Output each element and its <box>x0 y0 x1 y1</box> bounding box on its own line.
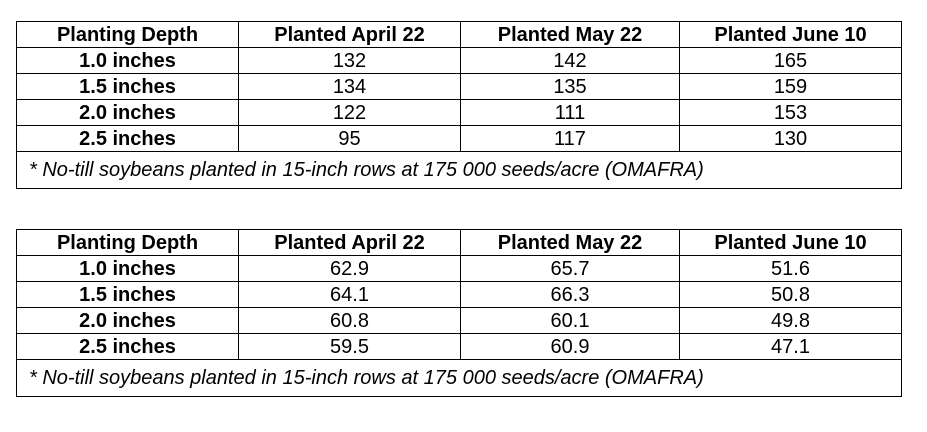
row-label-depth: 1.5 inches <box>16 73 239 100</box>
column-header-planting-depth: Planting Depth <box>16 229 239 256</box>
row-label-depth: 2.0 inches <box>16 307 239 334</box>
cell-may: 60.1 <box>460 307 680 334</box>
cell-april: 64.1 <box>238 281 461 308</box>
column-header-may-22: Planted May 22 <box>460 21 680 48</box>
cell-may: 135 <box>460 73 680 100</box>
table-footnote: * No-till soybeans planted in 15-inch ro… <box>16 151 902 189</box>
cell-june: 159 <box>679 73 902 100</box>
cell-june: 165 <box>679 47 902 74</box>
column-header-april-22: Planted April 22 <box>238 21 461 48</box>
table-row: 2.0 inches 60.8 60.1 49.8 <box>16 307 902 334</box>
table-row: 2.5 inches 95 117 130 <box>16 125 902 152</box>
table-row: 1.0 inches 62.9 65.7 51.6 <box>16 255 902 282</box>
column-header-may-22: Planted May 22 <box>460 229 680 256</box>
row-label-depth: 2.0 inches <box>16 99 239 126</box>
cell-june: 49.8 <box>679 307 902 334</box>
cell-april: 134 <box>238 73 461 100</box>
cell-june: 51.6 <box>679 255 902 282</box>
table-note-row: * No-till soybeans planted in 15-inch ro… <box>16 359 902 397</box>
cell-april: 60.8 <box>238 307 461 334</box>
table-row: 2.0 inches 122 111 153 <box>16 99 902 126</box>
table-row: 1.0 inches 132 142 165 <box>16 47 902 74</box>
cell-may: 66.3 <box>460 281 680 308</box>
cell-april: 132 <box>238 47 461 74</box>
row-label-depth: 2.5 inches <box>16 333 239 360</box>
yield-table: Planting Depth Planted April 22 Planted … <box>16 229 902 397</box>
column-header-april-22: Planted April 22 <box>238 229 461 256</box>
table-note-row: * No-till soybeans planted in 15-inch ro… <box>16 151 902 189</box>
cell-april: 62.9 <box>238 255 461 282</box>
plant-stand-table: Planting Depth Planted April 22 Planted … <box>16 21 902 189</box>
column-header-june-10: Planted June 10 <box>679 229 902 256</box>
table-footnote: * No-till soybeans planted in 15-inch ro… <box>16 359 902 397</box>
table-row: 1.5 inches 134 135 159 <box>16 73 902 100</box>
cell-may: 65.7 <box>460 255 680 282</box>
cell-april: 95 <box>238 125 461 152</box>
cell-june: 153 <box>679 99 902 126</box>
row-label-depth: 1.0 inches <box>16 47 239 74</box>
cell-may: 142 <box>460 47 680 74</box>
column-header-planting-depth: Planting Depth <box>16 21 239 48</box>
table-row: 2.5 inches 59.5 60.9 47.1 <box>16 333 902 360</box>
table-row: 1.5 inches 64.1 66.3 50.8 <box>16 281 902 308</box>
row-label-depth: 1.5 inches <box>16 281 239 308</box>
cell-may: 117 <box>460 125 680 152</box>
table-header-row: Planting Depth Planted April 22 Planted … <box>16 21 902 48</box>
cell-june: 130 <box>679 125 902 152</box>
cell-may: 111 <box>460 99 680 126</box>
cell-april: 59.5 <box>238 333 461 360</box>
cell-june: 50.8 <box>679 281 902 308</box>
row-label-depth: 2.5 inches <box>16 125 239 152</box>
cell-june: 47.1 <box>679 333 902 360</box>
column-header-june-10: Planted June 10 <box>679 21 902 48</box>
cell-april: 122 <box>238 99 461 126</box>
row-label-depth: 1.0 inches <box>16 255 239 282</box>
cell-may: 60.9 <box>460 333 680 360</box>
table-header-row: Planting Depth Planted April 22 Planted … <box>16 229 902 256</box>
